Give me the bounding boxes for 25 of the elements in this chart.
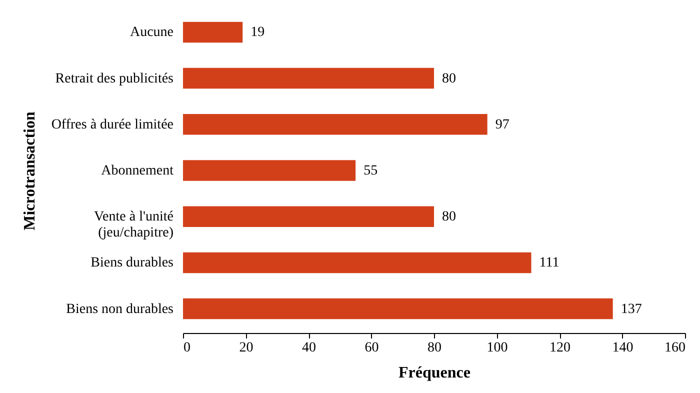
x-tick-label: 0 [184, 340, 190, 356]
x-tick-label: 60 [364, 340, 379, 356]
data-label: 80 [442, 210, 456, 225]
y-tick-label: Retrait des publicités [55, 71, 174, 86]
x-tick-label: 80 [428, 340, 442, 356]
x-tick-label: 40 [302, 340, 316, 356]
data-label: 19 [250, 25, 265, 40]
x-axis-title: Fréquence [398, 364, 470, 382]
y-tick-label: Aucune [130, 25, 174, 40]
data-label: 97 [495, 117, 510, 132]
y-tick-label: Biens non durables [66, 302, 174, 317]
data-label: 80 [442, 71, 456, 86]
y-tick-label: Vente à l'unité (jeu/chapitre) [94, 210, 174, 241]
y-tick-label: Abonnement [101, 164, 174, 178]
data-label: 55 [364, 164, 378, 178]
y-tick-label: Biens durables [90, 256, 174, 271]
x-tick-label: 120 [550, 340, 570, 356]
x-tick-label: 160 [664, 340, 686, 356]
x-tick-label: 20 [239, 340, 254, 356]
y-tick-label: Offres à durée limitée [51, 117, 174, 132]
data-label: 111 [539, 256, 560, 271]
x-tick-label: 140 [612, 340, 634, 356]
x-tick-label: 100 [486, 340, 508, 356]
data-label: 137 [620, 302, 642, 317]
y-axis-title: Microtransaction [21, 112, 38, 230]
